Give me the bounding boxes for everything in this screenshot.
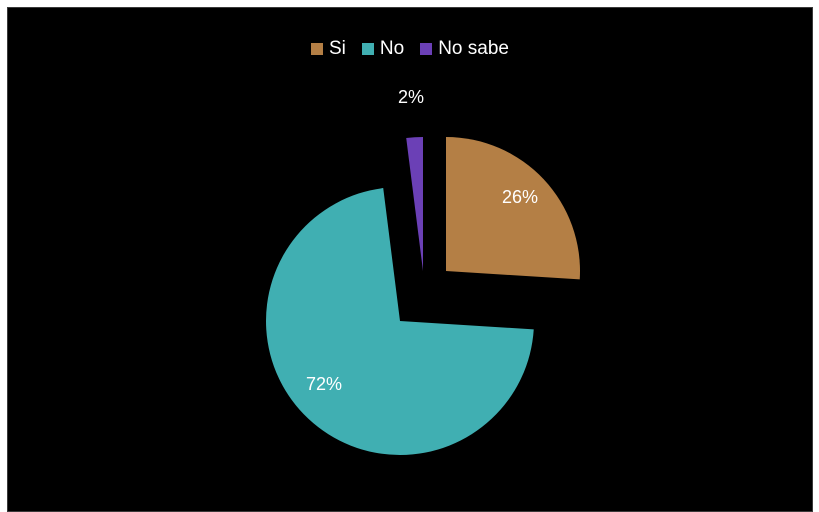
legend-item-no: No <box>361 38 405 60</box>
legend-swatch-no <box>361 43 374 55</box>
legend-swatch-si <box>311 43 323 55</box>
legend-label-si: Si <box>329 38 346 59</box>
pie-chart: 26% 72% 2% <box>266 87 580 455</box>
legend: Si No No sabe <box>8 38 812 60</box>
slice-no <box>266 188 534 455</box>
legend-swatch-no-sabe <box>420 43 433 55</box>
chart-frame: Si No No sabe 26% 72% 2% <box>7 7 813 512</box>
legend-label-no-sabe: No sabe <box>438 38 509 59</box>
legend-label-no: No <box>379 38 405 59</box>
slice-label-si: 26% <box>502 187 538 207</box>
slice-no-sabe <box>406 137 423 271</box>
legend-item-si: Si <box>311 38 346 60</box>
legend-item-no-sabe: No sabe <box>420 38 509 60</box>
slice-label-no: 72% <box>306 374 342 394</box>
slice-si <box>446 137 580 280</box>
slice-label-no-sabe: 2% <box>398 87 424 107</box>
